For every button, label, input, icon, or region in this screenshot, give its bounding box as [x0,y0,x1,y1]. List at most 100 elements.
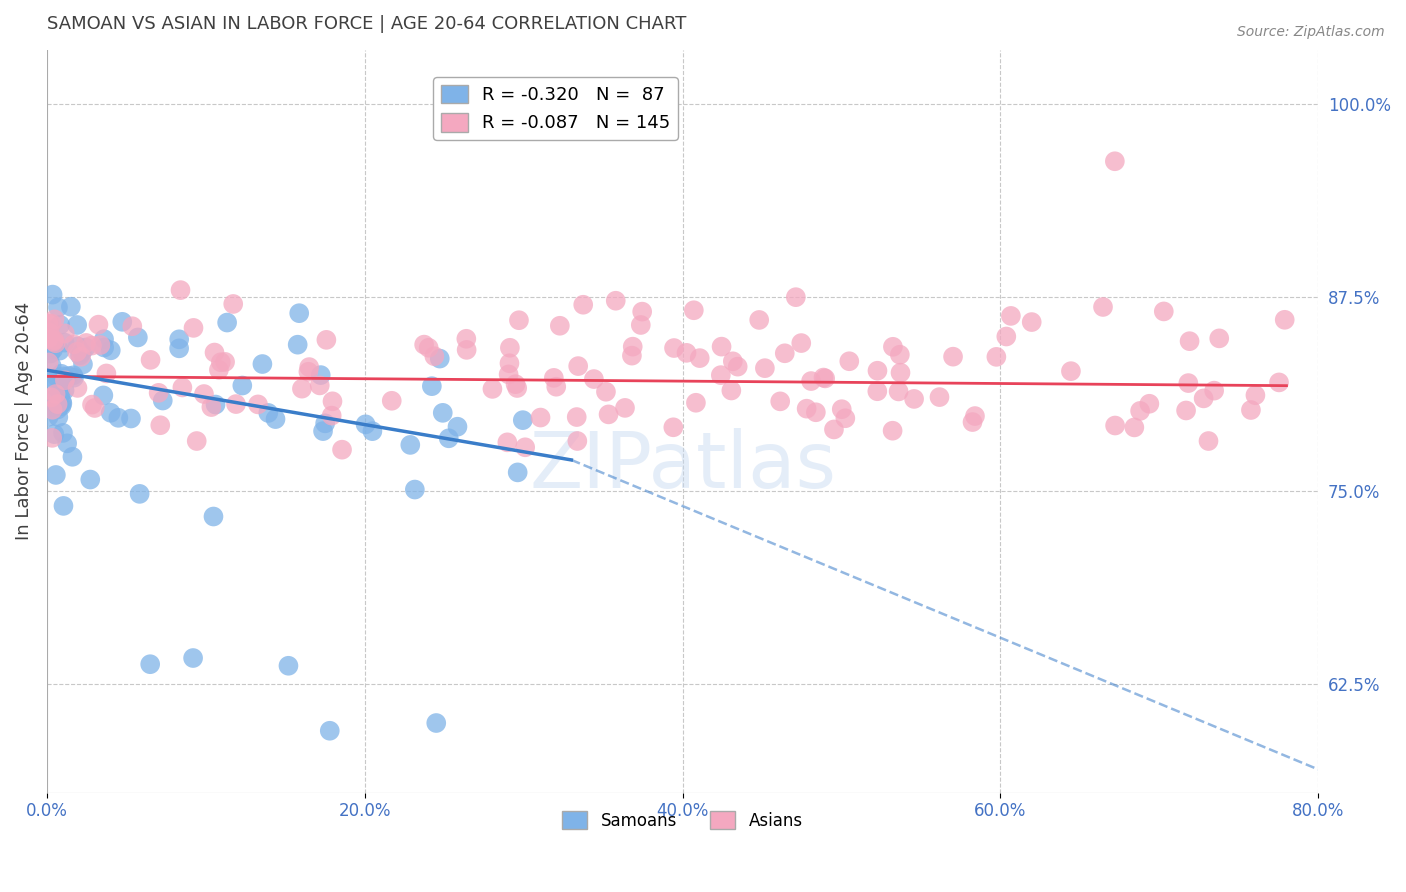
Point [834,411,856,425]
Point [45,336,67,351]
Point [662,341,685,355]
Point [51,367,73,381]
Point [55,372,77,386]
Point [37,355,59,369]
Point [72,357,94,371]
Point [582,372,605,386]
Point [710,368,733,383]
Point [620,349,643,363]
Point [721,354,744,368]
Point [41,431,63,445]
Point [38,326,60,340]
Point [418,341,440,355]
Point [456,332,478,346]
Point [42,343,65,357]
Point [46,301,69,315]
Point [46,397,69,411]
Point [1104,154,1126,169]
Point [361,424,384,438]
Point [41,402,63,417]
Point [62,368,84,383]
Point [399,438,422,452]
Point [277,658,299,673]
Point [209,355,232,369]
Point [121,319,143,334]
Point [66,339,89,353]
Point [614,401,637,415]
Point [53,326,76,341]
Legend: Samoans, Asians: Samoans, Asians [555,805,810,837]
Point [96,367,118,381]
Point [257,406,280,420]
Point [1021,315,1043,329]
Point [823,422,845,436]
Point [111,315,134,329]
Point [882,424,904,438]
Point [1192,392,1215,406]
Point [193,387,215,401]
Point [1092,300,1115,314]
Point [70,350,93,364]
Point [887,384,910,399]
Point [404,483,426,497]
Point [889,348,911,362]
Point [80,398,103,412]
Point [56,436,79,450]
Point [217,316,239,330]
Point [139,657,162,672]
Point [769,394,792,409]
Point [381,393,404,408]
Point [903,392,925,406]
Point [321,409,343,423]
Point [53,384,76,398]
Point [995,329,1018,343]
Point [675,346,697,360]
Point [425,716,447,731]
Point [1198,434,1220,448]
Point [75,335,97,350]
Point [148,385,170,400]
Point [44,372,66,386]
Point [139,352,162,367]
Point [773,346,796,360]
Point [247,397,270,411]
Point [423,349,446,363]
Point [291,382,314,396]
Point [69,348,91,362]
Point [41,392,63,407]
Point [46,370,69,384]
Point [546,380,568,394]
Point [496,435,519,450]
Point [204,345,226,359]
Point [100,406,122,420]
Point [432,406,454,420]
Point [183,321,205,335]
Point [172,380,194,394]
Point [46,402,69,417]
Point [506,381,529,395]
Point [37,317,59,331]
Point [785,290,807,304]
Point [44,312,66,326]
Point [45,467,67,482]
Point [548,318,571,333]
Point [748,313,770,327]
Point [120,411,142,425]
Point [287,337,309,351]
Point [1123,420,1146,434]
Point [1175,403,1198,417]
Point [508,313,530,327]
Point [252,357,274,371]
Point [127,330,149,344]
Point [814,371,837,385]
Point [149,418,172,433]
Point [481,382,503,396]
Point [222,297,245,311]
Point [80,338,103,352]
Point [621,340,644,354]
Point [87,318,110,332]
Point [429,351,451,366]
Point [321,394,343,409]
Point [89,338,111,352]
Point [312,424,335,438]
